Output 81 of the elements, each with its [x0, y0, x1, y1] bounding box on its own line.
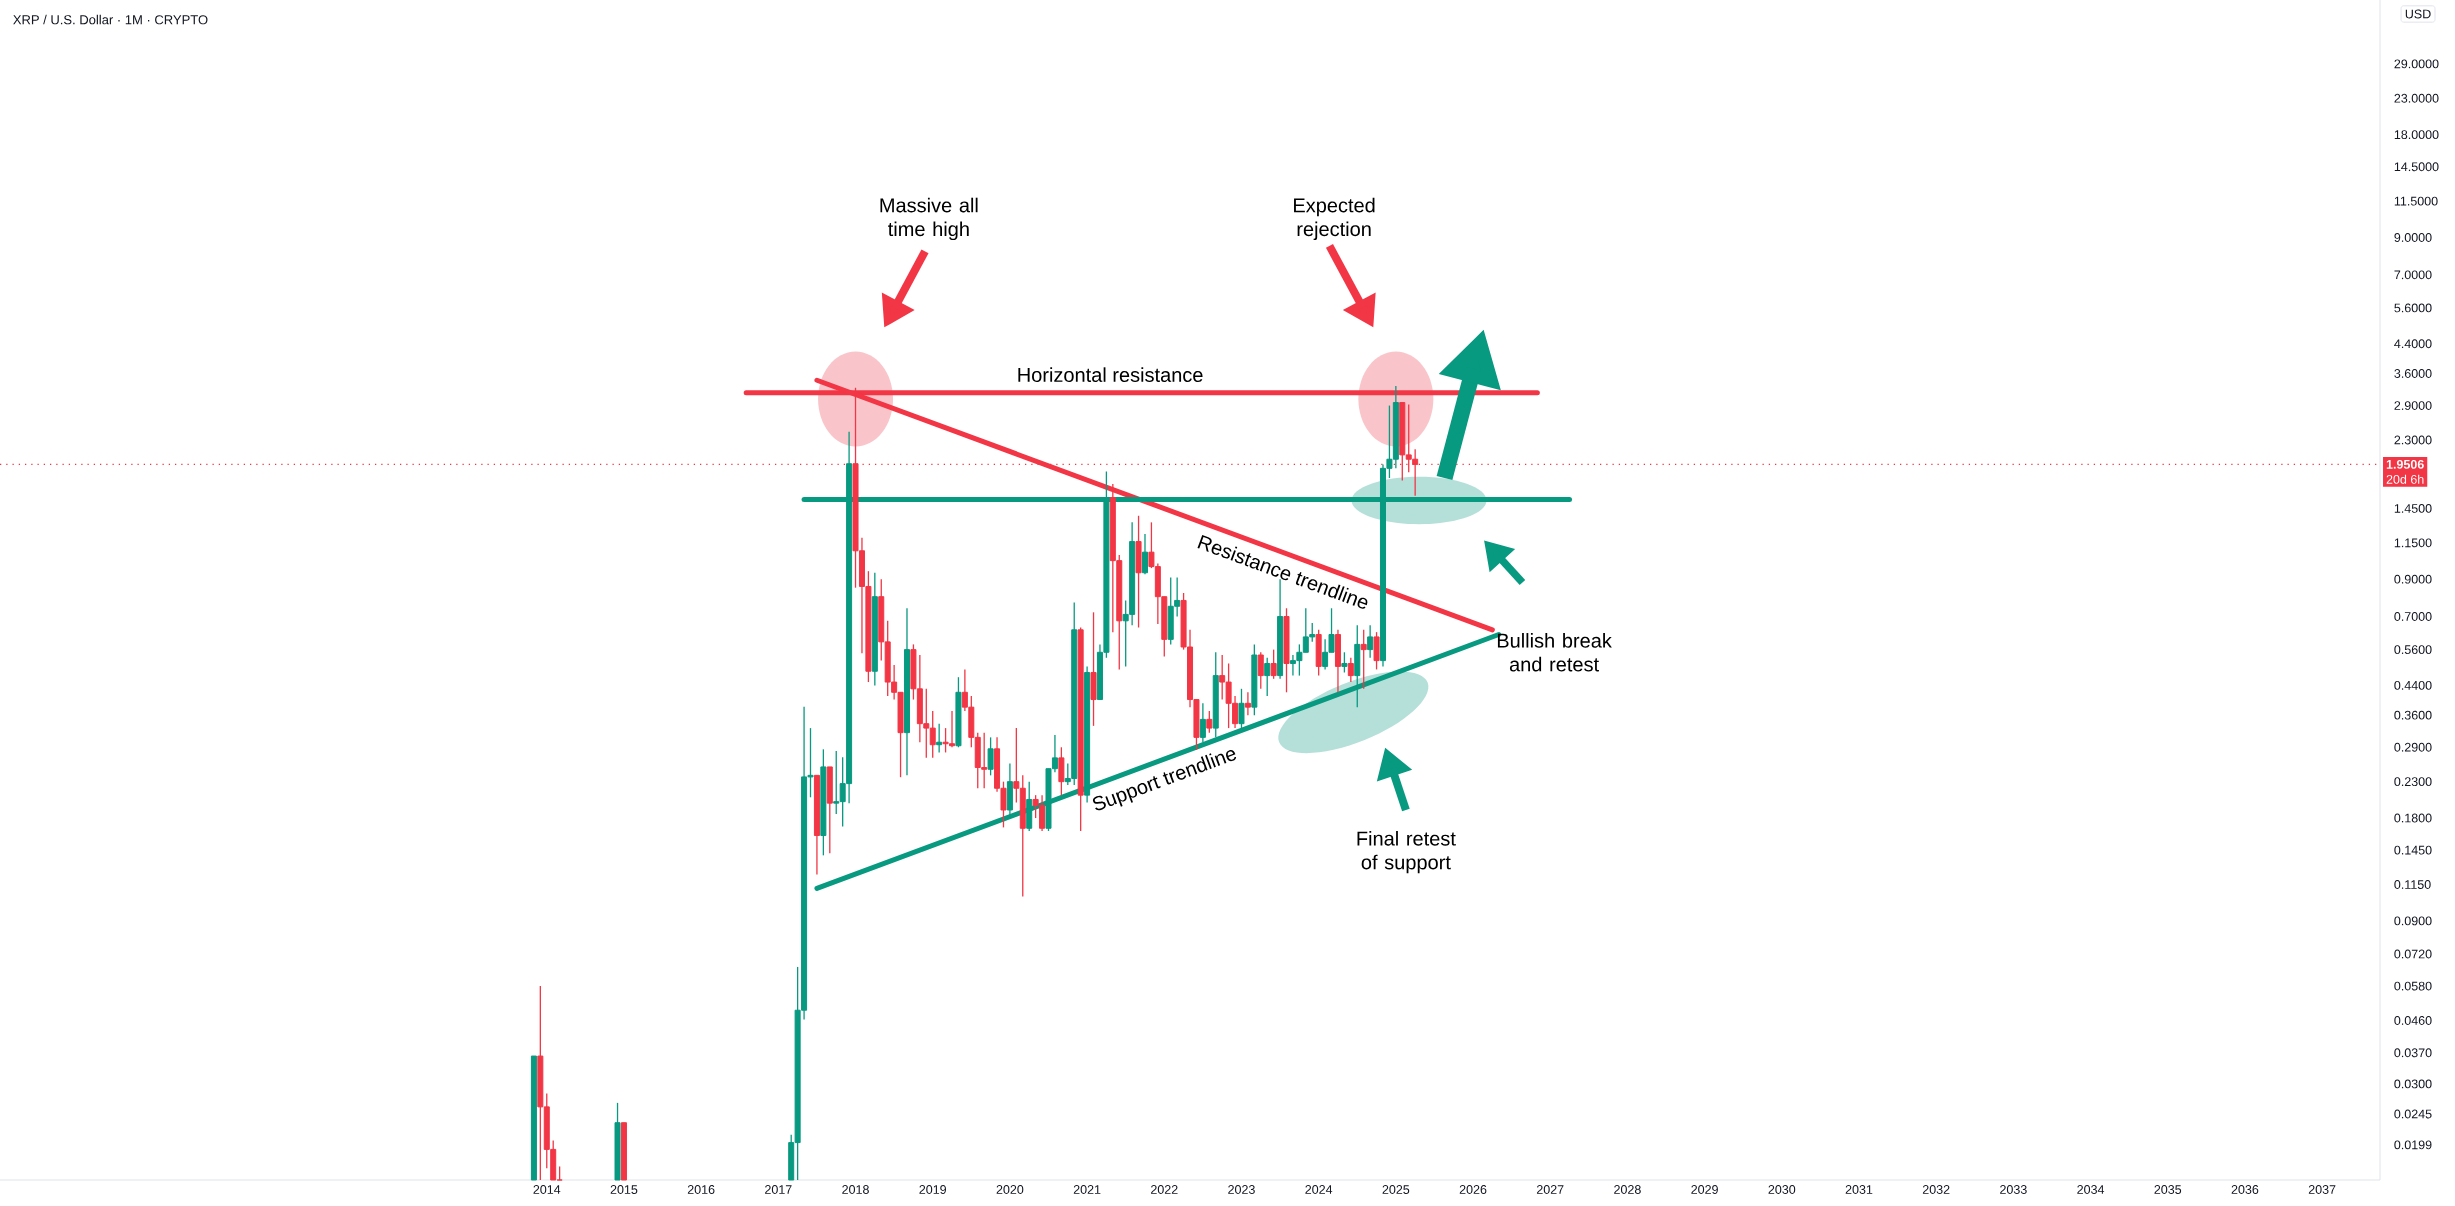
x-tick-label: 2029 — [1691, 1185, 1718, 1194]
y-tick-label: 4.4000 — [2394, 339, 2432, 349]
candlestick — [1360, 629, 1367, 690]
candlestick — [1141, 533, 1148, 575]
x-tick-label: 2031 — [1845, 1185, 1873, 1194]
x-tick-label: 2027 — [1536, 1185, 1564, 1194]
y-tick-label: 0.5600 — [2394, 645, 2432, 655]
x-tick-label: 2026 — [1459, 1185, 1487, 1194]
annotation: Final retest of support — [1357, 830, 1456, 874]
candlestick — [1347, 657, 1354, 683]
y-tick-label: 1.1500 — [2394, 538, 2432, 548]
y-tick-label: 1.4500 — [2394, 503, 2432, 513]
x-tick-label: 2016 — [687, 1185, 715, 1194]
candlestick — [1244, 691, 1251, 716]
y-tick-label: 0.2900 — [2394, 742, 2432, 752]
x-tick-label: 2028 — [1614, 1185, 1641, 1194]
y-tick-label: 0.1450 — [2394, 845, 2432, 855]
y-tick-label: 0.4400 — [2394, 680, 2432, 690]
x-tick-label: 2015 — [610, 1185, 638, 1194]
x-tick-label: 2032 — [1922, 1185, 1950, 1194]
y-tick-label: 0.2300 — [2394, 777, 2432, 787]
x-tick-label: 2030 — [1768, 1185, 1796, 1194]
candlestick — [987, 736, 994, 776]
y-tick-label: 9.0000 — [2394, 233, 2432, 242]
candlestick — [1264, 657, 1271, 697]
x-tick-label: 2022 — [1151, 1185, 1178, 1194]
y-tick-label: 0.7000 — [2394, 612, 2432, 621]
y-tick-label: 7.0000 — [2394, 270, 2432, 280]
x-tick-label: 2021 — [1073, 1185, 1101, 1194]
y-tick-label: 0.0370 — [2394, 1048, 2432, 1058]
series-label: Horizontal resistance — [1018, 367, 1203, 382]
x-tick-label: 2035 — [2154, 1185, 2182, 1194]
y-tick-label: 0.3600 — [2394, 710, 2432, 720]
x-tick-label: 2017 — [765, 1185, 792, 1194]
y-tick-label: 0.0580 — [2394, 981, 2432, 991]
candlestick — [1341, 651, 1348, 674]
x-tick-label: 2014 — [533, 1185, 561, 1194]
y-tick-label: 5.6000 — [2394, 303, 2432, 313]
candlestick — [1199, 702, 1206, 743]
y-tick-label: 0.0245 — [2394, 1109, 2432, 1119]
y-tick-label: 3.6000 — [2394, 369, 2432, 378]
x-tick-label: 2020 — [996, 1185, 1024, 1194]
y-tick-label: 0.1800 — [2394, 813, 2432, 823]
x-tick-label: 2034 — [2077, 1185, 2105, 1194]
x-tick-label: 2018 — [842, 1185, 869, 1194]
x-tick-label: 2025 — [1382, 1185, 1410, 1194]
y-tick-label: 2.9000 — [2394, 401, 2432, 410]
text: 20d 6h — [2386, 474, 2424, 484]
y-tick-label: 14.5000 — [2394, 162, 2439, 172]
y-tick-label: 0.9000 — [2394, 574, 2432, 584]
y-tick-label: 0.0300 — [2394, 1079, 2432, 1089]
x-tick-label: 2019 — [919, 1185, 947, 1194]
x-tick-label: 2023 — [1228, 1185, 1255, 1194]
candlestick — [1238, 688, 1245, 729]
x-tick-label: 2036 — [2231, 1185, 2259, 1194]
x-tick-label: 2024 — [1305, 1185, 1333, 1194]
candlestick — [1270, 648, 1277, 680]
y-axis-title: USD — [2405, 9, 2431, 19]
candlestick — [1206, 710, 1213, 734]
ref-line-label: 1.9506 — [2386, 459, 2424, 469]
y-tick-label: 23.0000 — [2394, 93, 2439, 103]
x-tick-label: 2033 — [2000, 1185, 2027, 1194]
y-tick-label: 0.1150 — [2394, 880, 2431, 889]
y-tick-label: 0.0900 — [2394, 916, 2432, 926]
candlestick — [1367, 624, 1374, 659]
y-tick-label: 0.0720 — [2394, 949, 2432, 959]
annotation: Expected rejection — [1294, 197, 1375, 241]
y-tick-label: 29.0000 — [2394, 59, 2439, 69]
annotation: Bullish break and retest — [1497, 633, 1612, 672]
y-tick-label: 0.0460 — [2394, 1016, 2432, 1025]
y-tick-label: 2.3000 — [2394, 435, 2432, 445]
candlestick — [1373, 631, 1380, 671]
y-tick-label: 11.5000 — [2394, 196, 2438, 206]
y-tick-label: 0.0199 — [2394, 1140, 2432, 1150]
text: XRP / U.S. Dollar · 1M · CRYPTO — [13, 14, 208, 25]
candlestick — [1058, 746, 1065, 796]
y-tick-label: 18.0000 — [2394, 130, 2439, 140]
annotation: Massive all time high — [880, 197, 978, 241]
candlestick — [1257, 651, 1264, 690]
x-tick-label: 2037 — [2308, 1185, 2336, 1194]
candlestick — [936, 723, 943, 754]
